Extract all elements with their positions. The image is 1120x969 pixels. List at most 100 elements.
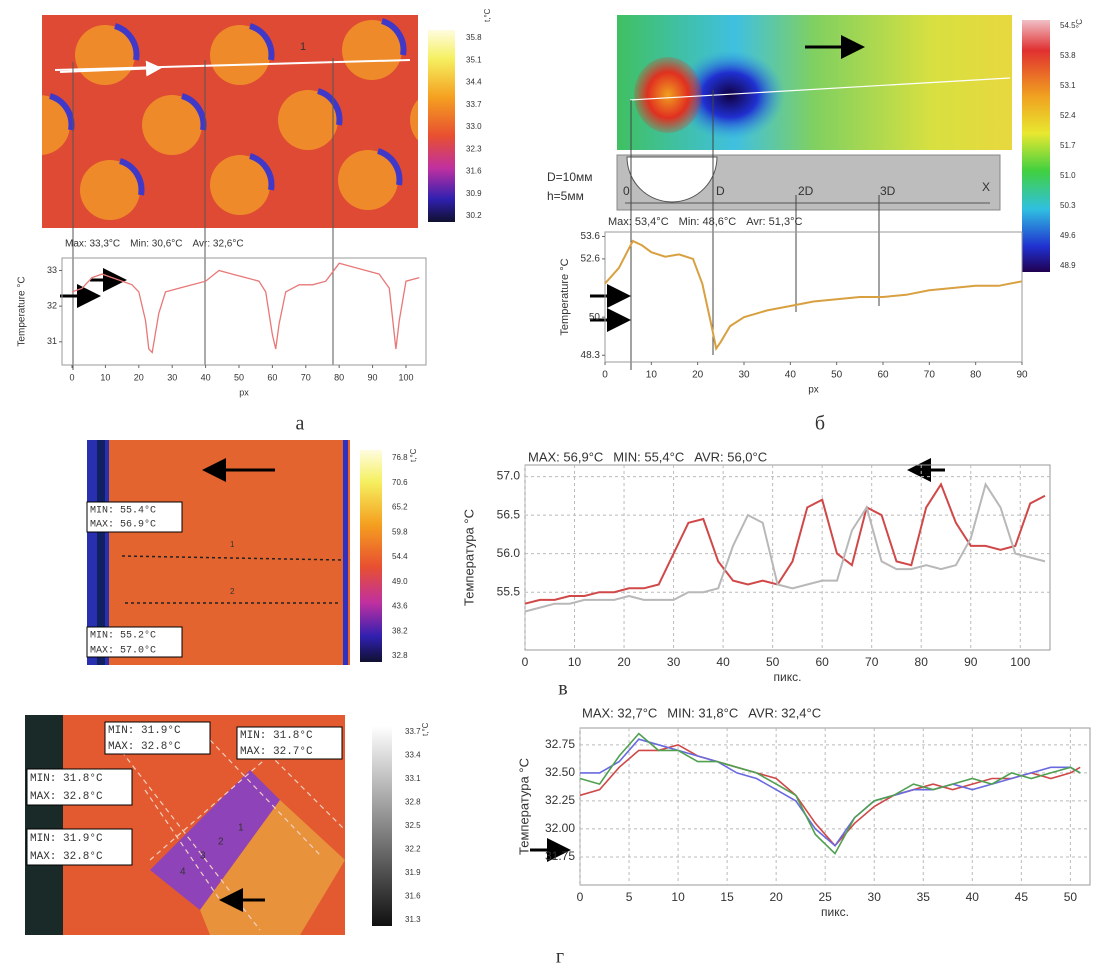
annotation: D=10мм: [547, 170, 593, 184]
colorbar: [372, 726, 392, 926]
x-tick-label: 20: [692, 370, 704, 381]
thermal-image-b: [617, 15, 1012, 150]
x-tick-label: 50: [234, 372, 244, 382]
x-tick-label: 90: [368, 372, 378, 382]
annotation: 4: [180, 867, 186, 878]
colorbar-tick-label: 30.9: [466, 189, 482, 198]
data-line: [524, 481, 1046, 613]
colorbar-tick-label: 51.0: [1060, 171, 1076, 180]
panel-label: б: [815, 413, 825, 435]
stat-label: Min: 30,6°C: [130, 239, 182, 250]
y-tick-label: 32: [47, 301, 57, 311]
y-tick-label: 50: [589, 312, 601, 323]
annotation: 2: [230, 587, 235, 596]
x-axis-label: px: [808, 385, 819, 396]
colorbar-tick-label: 51.7: [1060, 141, 1076, 150]
panel-label: а: [296, 413, 305, 435]
colorbar-tick-label: 33.0: [466, 122, 482, 131]
annotation: h=5мм: [547, 189, 584, 203]
x-tick-label: 35: [917, 890, 931, 904]
x-axis-label: пикс.: [774, 670, 802, 684]
colorbar-tick-label: 30.2: [466, 211, 482, 220]
x-tick-label: 10: [100, 372, 110, 382]
y-axis-label: Температура °C: [461, 509, 476, 606]
annotation: 3D: [880, 184, 896, 198]
x-tick-label: 70: [924, 370, 936, 381]
colorbar-tick-label: 32.8: [392, 651, 408, 660]
x-tick-label: 50: [1064, 890, 1078, 904]
annotation: MIN: 31.8°C: [240, 730, 313, 742]
colorbar-tick-label: 33.4: [405, 751, 421, 760]
x-tick-label: 30: [738, 370, 750, 381]
colorbar: [1022, 20, 1050, 272]
x-tick-label: 60: [877, 370, 889, 381]
panel-label: в: [558, 678, 567, 700]
colorbar-tick-label: 53.1: [1060, 81, 1076, 90]
colorbar-tick-label: 33.1: [405, 774, 421, 783]
y-tick-label: 31.75: [545, 849, 575, 863]
thermal-image-a: [42, 15, 418, 228]
y-tick-label: 56.0: [497, 546, 521, 560]
annotation: 0: [623, 184, 630, 198]
colorbar-tick-label: 52.4: [1060, 111, 1076, 120]
annotation: X: [982, 180, 990, 194]
x-tick-label: 60: [267, 372, 277, 382]
x-tick-label: 30: [868, 890, 882, 904]
stat-label: MAX: 56,9°C: [528, 449, 603, 464]
x-tick-label: 30: [667, 655, 681, 669]
cavity: [626, 156, 718, 203]
x-tick-label: 0: [70, 372, 75, 382]
colorbar-tick-label: 49.0: [392, 577, 408, 586]
colorbar-tick-label: 54.5: [1060, 21, 1076, 30]
colorbar-tick-label: 34.4: [466, 78, 482, 87]
stat-label: Avr: 32,6°C: [193, 239, 244, 250]
annotation: 1: [238, 823, 244, 834]
annotation: MAX: 32.7°C: [240, 746, 313, 758]
colorbar-unit: °C: [1075, 19, 1084, 28]
stat-label: AVR: 32,4°C: [748, 705, 821, 720]
colorbar-tick-label: 50.3: [1060, 201, 1076, 210]
y-tick-label: 33: [47, 265, 57, 275]
x-tick-label: 40: [785, 370, 797, 381]
stat-label: MIN: 55,4°C: [613, 449, 684, 464]
colorbar-tick-label: 65.2: [392, 503, 408, 512]
colorbar-tick-label: 32.3: [466, 144, 482, 153]
colorbar-tick-label: 31.9: [405, 868, 421, 877]
x-tick-label: 40: [201, 372, 211, 382]
x-tick-label: 0: [522, 655, 529, 669]
annotation: MIN: 55.2°C: [90, 630, 156, 642]
data-line: [524, 482, 1046, 605]
x-tick-label: 70: [301, 372, 311, 382]
plot-area: [61, 257, 427, 366]
thermal-image-d: [25, 715, 345, 935]
colorbar-unit: t,°C: [409, 448, 418, 462]
stat-label: MIN: 31,8°C: [667, 705, 738, 720]
x-tick-label: 10: [568, 655, 582, 669]
colorbar-tick-label: 35.1: [466, 55, 482, 64]
x-tick-label: 10: [671, 890, 685, 904]
plot-area: [579, 727, 1091, 886]
x-tick-label: 5: [626, 890, 633, 904]
annotation: MIN: 55.4°C: [90, 505, 156, 517]
x-tick-label: 10: [646, 370, 658, 381]
x-axis-label: пикс.: [821, 905, 849, 919]
annotation: 2D: [798, 184, 814, 198]
data-line: [579, 732, 1081, 855]
colorbar-tick-label: 35.8: [466, 33, 482, 42]
y-axis-label: Температура °C: [516, 758, 531, 855]
x-tick-label: 40: [716, 655, 730, 669]
x-tick-label: 15: [720, 890, 734, 904]
x-tick-label: 80: [915, 655, 929, 669]
colorbar-tick-label: 33.7: [405, 727, 421, 736]
colorbar-tick-label: 70.6: [392, 478, 408, 487]
colorbar-tick-label: 31.3: [405, 915, 421, 924]
colorbar-tick-label: 76.8: [392, 453, 408, 462]
annotation: MAX: 32.8°C: [30, 791, 103, 803]
x-tick-label: 20: [769, 890, 783, 904]
colorbar-tick-label: 43.6: [392, 602, 408, 611]
annotation: D: [716, 184, 725, 198]
x-tick-label: 80: [334, 372, 344, 382]
y-tick-label: 56.5: [497, 507, 521, 521]
